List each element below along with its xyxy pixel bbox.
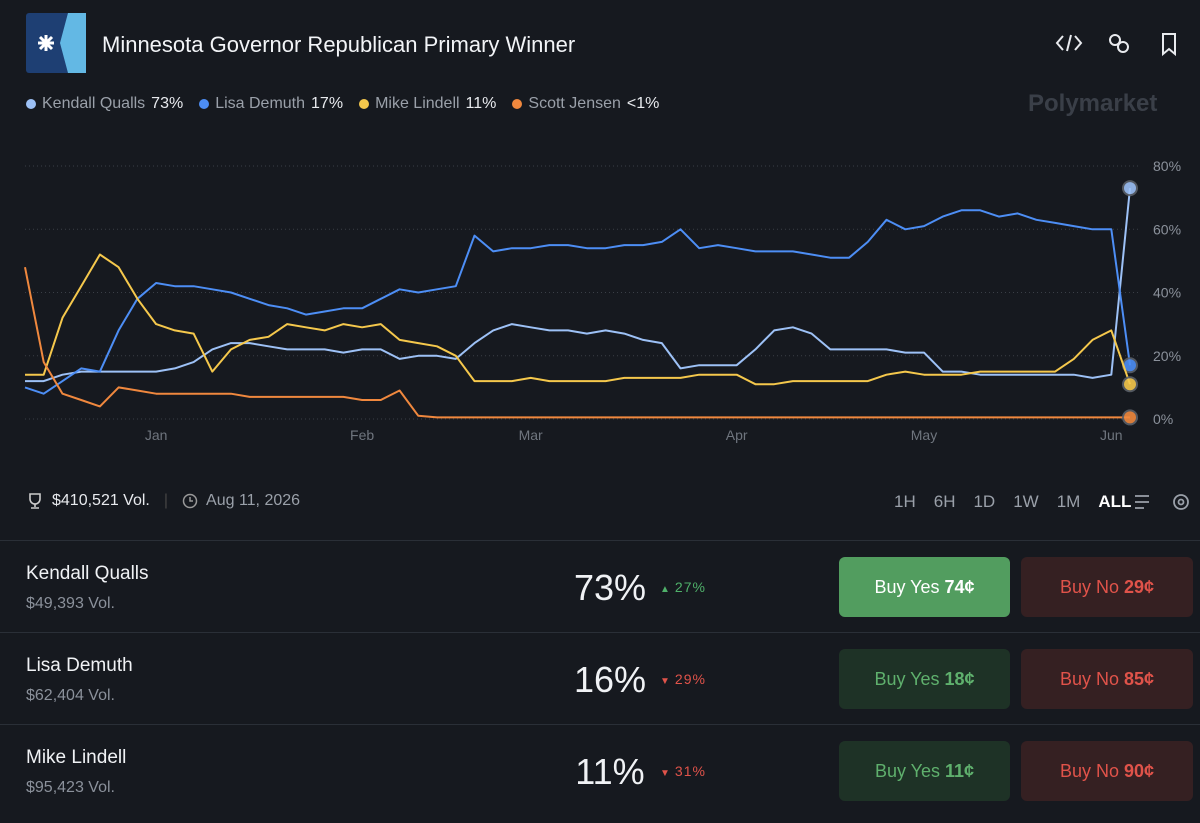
candidate-volume: $95,423 Vol. <box>26 779 115 796</box>
market-row: Kendall Qualls $49,393 Vol. 73% ▲ 27% Buy Yes… <box>0 540 1200 633</box>
yes-price: 74¢ <box>944 576 975 597</box>
change-value: 31% <box>674 763 706 779</box>
y-tick-label: 20% <box>1153 348 1181 364</box>
no-label: Buy No <box>1059 576 1119 597</box>
y-tick-label: 0% <box>1153 411 1173 427</box>
end-dot <box>1122 180 1138 197</box>
x-tick-label: May <box>911 427 937 443</box>
x-tick-label: Feb <box>350 427 374 443</box>
range-button[interactable]: 1H <box>894 492 916 511</box>
range-button[interactable]: 6H <box>933 492 956 511</box>
chart: 0% 20% 40% 60% 80% Jan Feb Mar Apr May Jun <box>24 158 1181 443</box>
header-actions <box>1055 33 1176 57</box>
embed-icon[interactable] <box>1055 35 1064 51</box>
legend: Kendall Qualls 73% Lisa Demuth 17% Mike Lind… <box>26 95 659 113</box>
stats: $410,521 Vol. | Aug 11, 2026 <box>26 492 300 510</box>
y-tick-label: 80% <box>1153 158 1181 174</box>
end-date: Aug 11, 2026 <box>206 492 301 509</box>
filter-icon[interactable] <box>1135 495 1149 509</box>
no-price: 29¢ <box>1123 576 1155 597</box>
legend-swatch <box>199 99 210 109</box>
change-arrow: ▲ <box>660 584 671 595</box>
legend-item: Mike Lindell 11% <box>359 95 496 113</box>
yes-price: 11¢ <box>945 760 975 781</box>
legend-value: 11% <box>465 95 497 112</box>
x-tick-label: Apr <box>726 427 748 443</box>
y-tick-label: 40% <box>1153 285 1181 301</box>
range-button[interactable]: ALL <box>1098 492 1132 511</box>
yes-label: Buy Yes <box>874 668 940 689</box>
legend-item: Lisa Demuth 17% <box>199 95 343 113</box>
legend-item: Kendall Qualls 73% <box>26 95 183 113</box>
logo-art <box>38 13 86 73</box>
buy-yes-button[interactable]: Buy Yes 18¢ <box>839 649 1010 709</box>
end-dot <box>1122 376 1138 393</box>
legend-value: 17% <box>311 95 344 112</box>
legend-swatch <box>359 99 370 109</box>
legend-name: Lisa Demuth <box>215 95 306 112</box>
candidate-name: Kendall Qualls <box>26 563 149 584</box>
bookmark-icon[interactable] <box>1162 33 1176 57</box>
series-line <box>24 267 1130 419</box>
series-line <box>25 188 1131 383</box>
change: ▲ 27% <box>660 579 706 595</box>
buy-yes-button[interactable]: Buy Yes 11¢ <box>839 741 1010 801</box>
no-label: Buy No <box>1059 760 1119 781</box>
chance: 16% <box>573 659 647 700</box>
change-arrow: ▼ <box>660 768 671 779</box>
x-tick-label: Jan <box>145 427 168 443</box>
chance: 73% <box>573 567 647 608</box>
candidate-name: Lisa Demuth <box>26 655 133 676</box>
legend-value: <1% <box>626 95 660 112</box>
volume: $410,521 Vol. <box>52 492 150 509</box>
legend-name: Mike Lindell <box>375 95 460 112</box>
yes-label: Buy Yes <box>874 760 940 781</box>
candidate-name: Mike Lindell <box>26 747 127 768</box>
yes-label: Buy Yes <box>874 576 940 597</box>
legend-value: 73% <box>151 95 184 112</box>
legend-swatch <box>26 99 36 109</box>
buy-no-button[interactable]: Buy No 85¢ <box>1021 649 1193 709</box>
change: ▼ 29% <box>660 671 706 687</box>
yes-price: 18¢ <box>944 668 975 689</box>
change-value: 27% <box>674 579 706 595</box>
change: ▼ 31% <box>660 763 706 779</box>
title: Minnesota Governor Republican Primary Wi… <box>102 32 576 57</box>
settings-icon[interactable] <box>1173 494 1189 510</box>
end-dot <box>1122 409 1138 426</box>
market-row: Lisa Demuth $62,404 Vol. 16% ▼ 29% Buy Yes 18¢… <box>0 632 1200 725</box>
range-button[interactable]: 1M <box>1056 492 1081 511</box>
candidate-volume: $49,393 Vol. <box>26 595 115 612</box>
market-logo <box>26 13 86 73</box>
x-tick-label: Jun <box>1100 427 1123 443</box>
legend-name: Kendall Qualls <box>42 95 146 112</box>
change-arrow: ▼ <box>660 676 671 687</box>
clock-icon <box>182 493 198 509</box>
range-button[interactable]: 1D <box>973 492 996 511</box>
link-icon[interactable] <box>1109 34 1121 46</box>
chance: 11% <box>575 751 645 792</box>
no-price: 85¢ <box>1123 668 1155 689</box>
no-label: Buy No <box>1059 668 1119 689</box>
brand: Polymarket <box>1028 90 1158 117</box>
legend-item: Scott Jensen <1% <box>512 95 659 113</box>
y-tick-label: 60% <box>1153 221 1181 237</box>
trophy-icon <box>29 493 41 509</box>
legend-name: Scott Jensen <box>528 95 621 112</box>
buy-no-button[interactable]: Buy No 29¢ <box>1021 557 1193 617</box>
market-row: Mike Lindell $95,423 Vol. 11% ▼ 31% Buy Yes 11… <box>0 724 1200 817</box>
buy-yes-button[interactable]: Buy Yes 74¢ <box>839 557 1010 617</box>
legend-swatch <box>512 99 523 109</box>
candidate-volume: $62,404 Vol. <box>26 687 115 704</box>
x-tick-label: Mar <box>519 427 543 443</box>
change-value: 29% <box>674 671 706 687</box>
buy-no-button[interactable]: Buy No 90¢ <box>1021 741 1193 801</box>
chart-tools <box>1135 494 1189 510</box>
series-line <box>25 253 1131 386</box>
range-selector: 1H 6H 1D 1W 1M ALL <box>876 492 1131 512</box>
range-button[interactable]: 1W <box>1013 492 1039 511</box>
series-line <box>24 209 1131 395</box>
no-price: 90¢ <box>1123 760 1155 781</box>
